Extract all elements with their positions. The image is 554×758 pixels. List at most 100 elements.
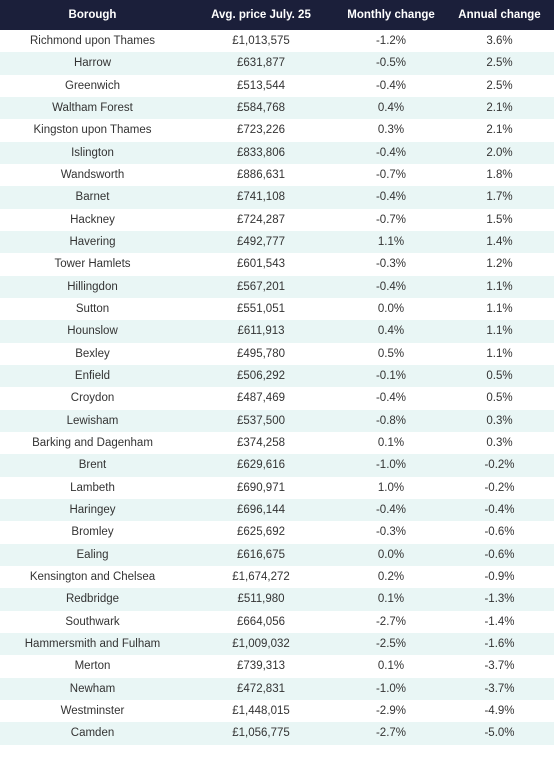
cell-borough: Enfield [74,370,111,383]
cell-avg-price: £511,980 [237,593,285,606]
cell-annual-change: -0.4% [484,504,515,517]
table-row: Hackney £724,287 -0.7% 1.5% [0,208,554,231]
table-row: Westminster £1,448,015 -2.9% -4.9% [0,699,554,723]
cell-monthly-change: -0.4% [375,392,407,405]
cell-annual-change: 1.1% [486,280,513,293]
cell-borough: Southwark [65,615,120,628]
cell-avg-price: £567,201 [237,280,285,293]
cell-avg-price: £690,971 [237,481,285,494]
cell-monthly-change: -2.5% [375,638,407,651]
cell-borough: Harrow [73,57,112,70]
cell-avg-price: £513,544 [237,79,285,92]
table-row: Wandsworth £886,631 -0.7% 1.8% [0,163,554,187]
cell-monthly-change: 0.3% [377,124,405,137]
cell-monthly-change: -1.0% [375,459,407,472]
cell-annual-change: 0.5% [486,392,513,405]
cell-borough: Sutton [75,303,110,316]
cell-borough: Tower Hamlets [54,258,131,271]
table-row: Merton £739,313 0.1% -3.7% [0,655,554,678]
cell-monthly-change: -0.1% [375,370,407,383]
cell-annual-change: 2.0% [486,146,513,159]
cell-monthly-change: -2.7% [375,727,407,740]
cell-annual-change: 2.5% [486,79,513,92]
cell-borough: Brent [78,459,107,472]
cell-annual-change: -4.9% [484,705,515,717]
table-row: Croydon £487,469 -0.4% 0.5% [0,387,554,410]
cell-avg-price: £492,777 [237,236,285,249]
cell-monthly-change: 0.2% [377,571,405,584]
cell-monthly-change: -2.7% [375,615,407,628]
table-row: Ealing £616,675 0.0% -0.6% [0,543,554,566]
cell-avg-price: £724,287 [237,213,285,226]
cell-borough: Newham [69,682,116,695]
cell-avg-price: £723,226 [237,124,285,137]
cell-monthly-change: 0.4% [377,325,405,338]
cell-monthly-change: 0.1% [377,437,405,450]
cell-annual-change: -0.9% [484,571,515,584]
table-row: Barking and Dagenham £374,258 0.1% 0.3% [0,431,554,455]
cell-annual-change: -3.7% [484,660,515,673]
table-row: Tower Hamlets £601,543 -0.3% 1.2% [0,253,554,276]
cell-annual-change: -1.3% [484,593,515,606]
cell-monthly-change: -2.9% [375,705,407,717]
cell-annual-change: 1.1% [486,347,513,360]
cell-avg-price: £1,013,575 [232,35,290,48]
cell-borough: Waltham Forest [52,102,133,115]
cell-borough: Wandsworth [60,169,125,182]
cell-annual-change: -0.6% [484,526,515,539]
table-row: Newham £472,831 -1.0% -3.7% [0,677,554,700]
cell-monthly-change: -0.3% [375,526,407,539]
table-row: Barnet £741,108 -0.4% 1.7% [0,186,554,209]
cell-annual-change: 1.1% [486,325,513,338]
cell-avg-price: £1,056,775 [232,727,290,740]
table-row: Hammersmith and Fulham £1,009,032 -2.5% -1.… [0,632,554,656]
cell-avg-price: £616,675 [237,548,285,561]
cell-borough: Hillingdon [67,280,118,293]
cell-monthly-change: 0.1% [377,660,405,673]
table-row: Camden £1,056,775 -2.7% -5.0% [0,722,554,745]
cell-borough: Ealing [76,548,109,561]
cell-borough: Greenwich [65,79,120,92]
cell-avg-price: £631,877 [237,57,285,70]
cell-monthly-change: -0.4% [375,146,407,159]
cell-annual-change: 2.1% [486,102,513,115]
table-row: Hounslow £611,913 0.4% 1.1% [0,320,554,343]
cell-monthly-change: 1.1% [377,236,405,249]
cell-annual-change: 1.7% [486,191,513,204]
cell-monthly-change: -1.0% [375,682,407,695]
cell-monthly-change: 0.0% [377,303,405,316]
table-row: Bromley £625,692 -0.3% -0.6% [0,521,554,544]
cell-borough: Croydon [70,392,115,405]
cell-monthly-change: 1.0% [377,481,405,494]
cell-monthly-change: -0.4% [375,504,407,517]
cell-avg-price: £601,543 [237,258,285,271]
table-row: Richmond upon Thames £1,013,575 -1.2% 3.6% [0,30,554,53]
cell-annual-change: 1.2% [486,258,513,271]
cell-annual-change: -0.2% [484,481,515,494]
cell-annual-change: 3.6% [486,35,513,48]
cell-borough: Redbridge [65,593,120,606]
table-row: Harrow £631,877 -0.5% 2.5% [0,52,554,75]
cell-annual-change: -3.7% [484,682,515,695]
cell-avg-price: £625,692 [237,526,285,539]
cell-monthly-change: -0.8% [375,414,407,427]
table-row: Redbridge £511,980 0.1% -1.3% [0,588,554,611]
cell-avg-price: £611,913 [237,325,285,338]
table-row: Havering £492,777 1.1% 1.4% [0,230,554,254]
cell-annual-change: -0.6% [484,548,515,561]
cell-annual-change: 0.5% [486,370,513,383]
cell-annual-change: 2.5% [486,57,513,70]
cell-annual-change: 2.1% [486,124,513,137]
cell-borough: Islington [71,146,114,159]
cell-annual-change: -1.4% [484,615,515,628]
cell-borough: Havering [69,236,116,249]
cell-avg-price: £537,500 [237,414,285,427]
table-body: Richmond upon Thames £1,013,575 -1.2% 3.6% H… [0,30,554,745]
table-row: Kensington and Chelsea £1,674,272 0.2% -0.9… [0,565,554,589]
cell-monthly-change: -0.7% [375,169,407,182]
cell-avg-price: £886,631 [237,169,285,182]
cell-borough: Kensington and Chelsea [29,571,156,584]
cell-monthly-change: -0.3% [375,258,407,271]
